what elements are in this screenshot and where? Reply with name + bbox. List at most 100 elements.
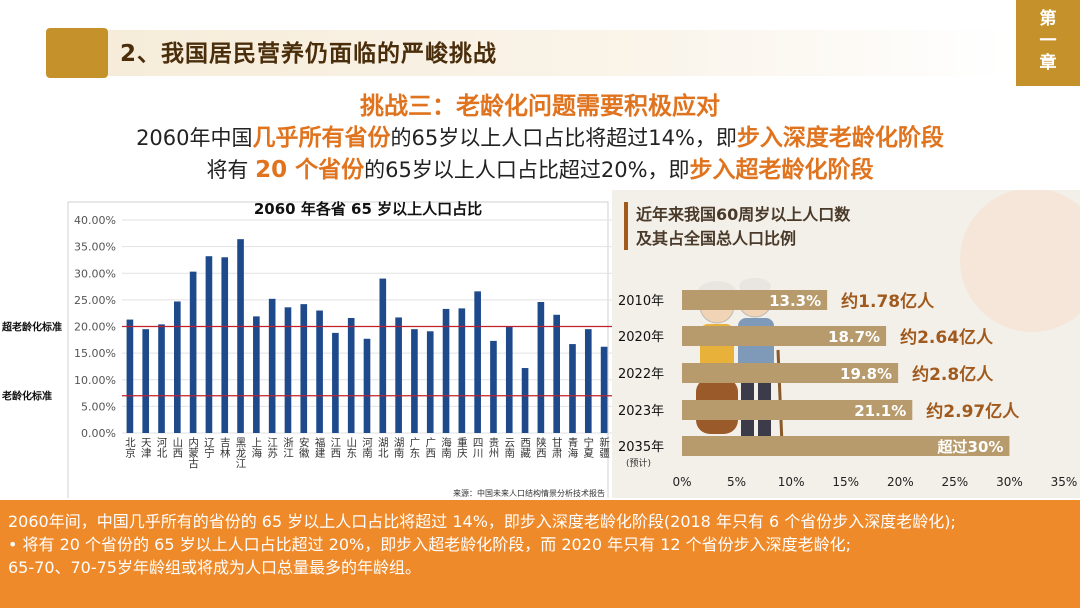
y-tick-label: 20.00% xyxy=(74,321,116,334)
chapter-char: 章 xyxy=(1039,53,1057,73)
y-category-label: 2010年 xyxy=(618,294,664,309)
x-tick-label: 30% xyxy=(996,475,1023,489)
x-tick-label: 江苏 xyxy=(266,437,278,459)
bar xyxy=(553,314,560,433)
y-category-label: 2023年 xyxy=(618,404,664,419)
x-tick-label: 10% xyxy=(778,475,805,489)
y-tick-label: 10.00% xyxy=(74,374,116,387)
bar xyxy=(332,332,339,433)
x-tick-label: 浙江 xyxy=(282,437,294,458)
x-tick-label: 新疆 xyxy=(598,436,610,459)
bar xyxy=(189,271,197,433)
x-tick-label: 天津 xyxy=(140,437,152,459)
x-tick-label: 内蒙古 xyxy=(187,436,199,469)
bar xyxy=(537,302,545,433)
x-tick-label: 辽宁 xyxy=(203,437,215,458)
bar xyxy=(569,344,576,433)
reference-line-label: 老龄化标准 xyxy=(1,390,52,403)
bar xyxy=(268,298,276,433)
bar xyxy=(458,308,466,433)
bar-value-label: 13.3% xyxy=(769,292,821,310)
x-tick-label: 北京 xyxy=(124,437,136,459)
x-tick-label: 安徽 xyxy=(298,436,310,459)
bar-value-label: 19.8% xyxy=(840,365,892,383)
bar xyxy=(158,324,165,433)
y-tick-label: 15.00% xyxy=(74,347,116,360)
title-accent-bar xyxy=(624,202,628,250)
line2-highlight-2: 步入超老龄化阶段 xyxy=(689,157,874,183)
decorative-circle xyxy=(960,190,1080,332)
chapter-char: 一 xyxy=(1039,31,1057,51)
chart-title: 2060 年各省 65 岁以上人口占比 xyxy=(254,200,482,218)
page-title: 2、我国居民营养仍面临的严峻挑战 xyxy=(120,41,498,67)
province-bar-chart: 2060 年各省 65 岁以上人口占比 0.00% 5.00% 10.00% 15.00… xyxy=(1,200,612,498)
population-annotation: 约2.8亿人 xyxy=(912,364,994,385)
bar xyxy=(505,327,513,433)
line2-part-a: 将有 xyxy=(206,158,256,182)
y-category-label: 2035年 xyxy=(618,440,664,455)
x-tick-label: 35% xyxy=(1051,475,1078,489)
header-accent-block xyxy=(46,28,108,78)
footer-paragraph-3: 65-70、70-75岁年龄组或将成为人口总量最多的年龄组。 xyxy=(8,558,421,577)
header-bar xyxy=(108,30,1008,76)
x-tick-label: 0% xyxy=(672,475,691,489)
chapter-tab: 第 一 章 xyxy=(1016,0,1080,86)
challenge-line-1: 2060年中国几乎所有省份的65岁以上人口占比将超过14%，即步入深度老龄化阶段 xyxy=(0,118,1080,152)
bar xyxy=(411,329,418,433)
bar xyxy=(253,316,260,433)
bar xyxy=(682,363,899,383)
population-annotation: 约2.97亿人 xyxy=(926,401,1020,422)
x-tick-label: 西藏 xyxy=(519,437,531,459)
x-tick-label: 甘肃 xyxy=(551,436,563,459)
line1-part-c: 的65岁以上人口占比将超过14%，即 xyxy=(390,126,737,150)
bar xyxy=(237,239,244,433)
bar xyxy=(426,331,434,433)
bar xyxy=(284,307,292,433)
line1-part-a: 2060年中国 xyxy=(136,126,253,150)
line2-part-c: 的65岁以上人口占比超过20%，即 xyxy=(364,158,690,182)
bar xyxy=(682,326,887,346)
bar xyxy=(474,291,481,433)
bar xyxy=(395,317,402,433)
x-tick-label: 25% xyxy=(942,475,969,489)
population-annotation: 约2.64亿人 xyxy=(900,327,994,348)
y-category-label: 2020年 xyxy=(618,330,664,345)
bar xyxy=(221,257,229,433)
challenge-line-2: 将有 20 个省份的65岁以上人口占比超过20%，即步入超老龄化阶段 xyxy=(0,150,1080,184)
footer-paragraph-1: 2060年间，中国几乎所有的省份的 65 岁以上人口占比将超过 14%，即步入深… xyxy=(8,512,956,531)
bar xyxy=(316,310,323,433)
y-tick-label: 0.00% xyxy=(81,427,116,440)
x-tick-label: 重庆 xyxy=(456,436,468,459)
bar xyxy=(600,346,608,433)
x-tick-label: 15% xyxy=(832,475,859,489)
x-tick-label: 5% xyxy=(727,475,746,489)
forecast-note: (预计) xyxy=(626,457,651,469)
line1-highlight-1: 几乎所有省份 xyxy=(252,125,391,151)
bar xyxy=(142,329,150,433)
y-tick-label: 40.00% xyxy=(74,214,116,227)
challenge-title: 挑战三：老龄化问题需要积极应对 xyxy=(360,92,720,120)
bar xyxy=(521,368,529,433)
bar xyxy=(584,329,592,433)
line1-highlight-2: 步入深度老龄化阶段 xyxy=(736,125,944,151)
footer-paragraph-2: • 将有 20 个省份的 65 岁以上人口占比超过 20%，即步入超老龄化阶段，… xyxy=(8,535,852,554)
bar xyxy=(379,278,387,433)
x-tick-label: 20% xyxy=(887,475,914,489)
x-tick-label: 黑龙江 xyxy=(235,437,247,469)
x-tick-label: 上海 xyxy=(250,437,262,459)
bar xyxy=(682,436,1010,456)
x-tick-label: 宁夏 xyxy=(582,436,594,458)
bar xyxy=(682,400,913,420)
bar xyxy=(682,290,828,310)
y-category-label: 2022年 xyxy=(618,367,664,382)
y-tick-label: 35.00% xyxy=(74,241,116,254)
x-tick-label: 贵州 xyxy=(487,436,499,458)
x-tick-label: 陕西 xyxy=(535,436,547,458)
x-tick-label: 山东 xyxy=(345,437,357,458)
x-tick-label: 河南 xyxy=(361,437,373,458)
bar xyxy=(205,256,213,433)
x-tick-label: 广西 xyxy=(424,437,436,458)
x-tick-label: 青海 xyxy=(566,436,578,459)
x-tick-label: 山西 xyxy=(171,437,183,458)
bar xyxy=(300,304,308,433)
